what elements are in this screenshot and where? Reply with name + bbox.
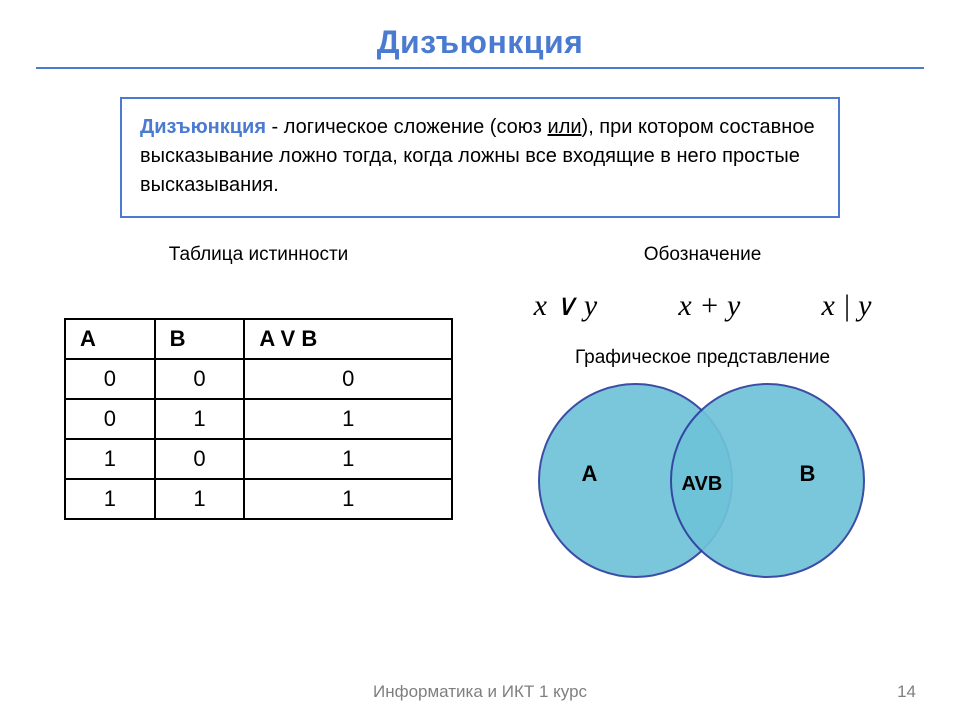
table-header-row: А В A V B [65, 319, 452, 359]
definition-text-1: логическое сложение (союз [284, 116, 548, 138]
cell: 1 [244, 479, 452, 519]
content-row: Таблица истинности А В A V B 0 0 0 0 1 1… [0, 244, 960, 583]
cell: 0 [155, 439, 245, 479]
col-b: В [155, 319, 245, 359]
venn-label-a: A [582, 461, 598, 487]
definition-dash: - [266, 116, 284, 138]
venn-diagram: A B AVB [538, 383, 868, 583]
notation-pipe: x | y [822, 289, 872, 323]
cell: 1 [244, 439, 452, 479]
left-column: Таблица истинности А В A V B 0 0 0 0 1 1… [64, 244, 453, 583]
page-title: Дизъюнкция [0, 0, 960, 67]
title-underline [36, 67, 924, 69]
page-number: 14 [897, 682, 916, 702]
cell: 0 [65, 359, 155, 399]
venn-label-middle: AVB [682, 473, 723, 496]
footer-text: Информатика и ИКТ 1 курс [0, 682, 960, 702]
cell: 1 [155, 479, 245, 519]
table-row: 1 0 1 [65, 439, 452, 479]
cell: 1 [155, 399, 245, 439]
notation-or: x ∨ y [534, 288, 598, 323]
definition-box: Дизъюнкция - логическое сложение (союз и… [120, 97, 840, 218]
definition-union-word: или [548, 116, 582, 138]
cell: 1 [244, 399, 452, 439]
truth-table-heading: Таблица истинности [64, 244, 453, 266]
notations-row: x ∨ y x + y x | y [493, 288, 912, 323]
col-avb: A V B [244, 319, 452, 359]
notation-heading: Обозначение [493, 244, 912, 266]
cell: 1 [65, 439, 155, 479]
col-a: А [65, 319, 155, 359]
right-column: Обозначение x ∨ y x + y x | y Графическо… [493, 244, 912, 583]
graphic-heading: Графическое представление [493, 347, 912, 369]
definition-term: Дизъюнкция [140, 116, 266, 138]
cell: 0 [65, 399, 155, 439]
cell: 0 [155, 359, 245, 399]
truth-table: А В A V B 0 0 0 0 1 1 1 0 1 1 1 [64, 318, 453, 520]
venn-label-b: B [800, 461, 816, 487]
table-row: 0 1 1 [65, 399, 452, 439]
table-row: 0 0 0 [65, 359, 452, 399]
cell: 1 [65, 479, 155, 519]
cell: 0 [244, 359, 452, 399]
table-row: 1 1 1 [65, 479, 452, 519]
notation-plus: x + y [678, 289, 740, 323]
